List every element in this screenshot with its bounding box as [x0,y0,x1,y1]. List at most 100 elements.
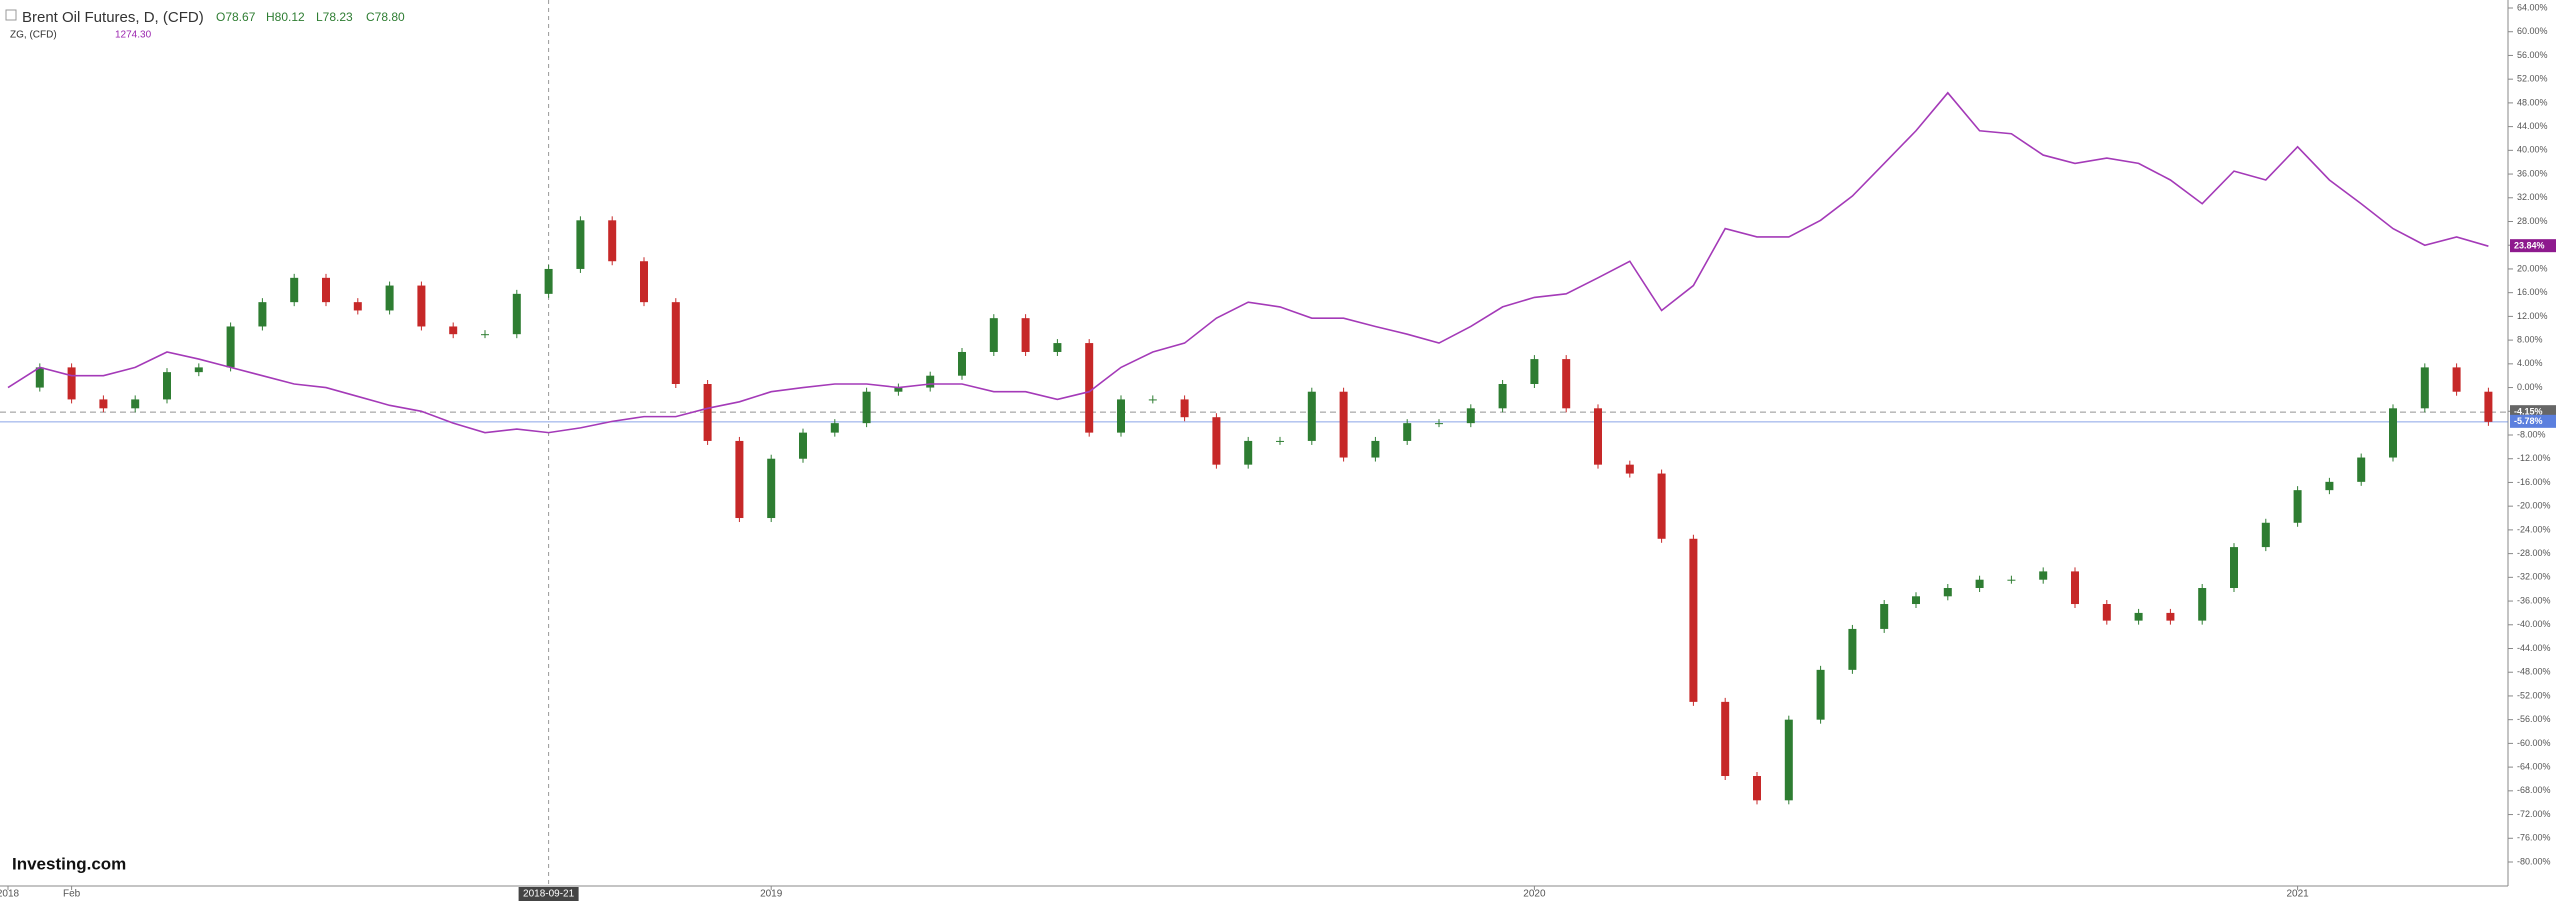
candle [1403,423,1412,441]
y-tick-label: -32.00% [2517,572,2551,582]
candle [2039,571,2048,580]
candle [163,372,171,400]
candle [67,367,76,400]
candle [1180,399,1189,418]
candle [799,432,807,459]
y-tick-label: 44.00% [2517,121,2548,131]
candle [417,285,426,327]
x-tick-label: 2018 [0,889,20,900]
candle [1307,391,1316,441]
y-tick-label: -28.00% [2517,548,2551,558]
candle [131,399,140,409]
candle [1975,579,1984,589]
candle [1021,318,1030,352]
candle [735,440,744,519]
candle [894,387,903,392]
candle [2420,367,2429,409]
candle [1594,408,1602,465]
candle [194,367,203,373]
candle [2198,588,2207,621]
candle [226,326,235,368]
y-tick-label: -72.00% [2517,809,2551,819]
candle [2007,579,2016,581]
candle [2071,571,2079,605]
candle [2357,457,2366,482]
y-tick-label: 64.00% [2517,2,2548,12]
y-tick-label: 56.00% [2517,50,2548,60]
candle [1244,440,1253,465]
y-tick-label: -44.00% [2517,643,2551,653]
y-tick-label: 32.00% [2517,192,2548,202]
candle [1880,604,1889,629]
y-tick-label: 52.00% [2517,74,2548,84]
candle [1117,399,1125,433]
candle [1657,473,1666,539]
logo: Investing.com [12,854,126,873]
candle [35,367,44,388]
price-tag: -4.15% [2514,407,2543,417]
y-tick-label: 36.00% [2517,168,2548,178]
candle [1276,440,1284,442]
candle [830,423,839,433]
candle [640,261,648,303]
y-tick-label: 4.00% [2517,358,2543,368]
candle [2484,391,2493,422]
candle [2166,612,2175,621]
y-tick-label: 48.00% [2517,97,2548,107]
y-tick-label: -24.00% [2517,524,2551,534]
candle [2452,367,2461,392]
y-tick-label: 40.00% [2517,145,2548,155]
candle [1435,423,1443,425]
candle [703,383,712,441]
candle [862,391,871,424]
candle [2389,408,2397,458]
candle [1753,776,1761,801]
y-tick-label: 28.00% [2517,216,2548,226]
candle [258,302,267,327]
candle [512,293,521,335]
crosshair-label: 2018-09-21 [523,889,575,900]
price-tag-bg [2510,239,2556,253]
y-tick-label: -12.00% [2517,453,2551,463]
x-tick-label: 2020 [1523,889,1546,900]
candle [1530,359,1539,384]
y-tick-label: 60.00% [2517,26,2548,36]
candle [1148,399,1157,401]
candle [926,375,935,388]
candle [1466,408,1475,424]
ohlc-value: H80.12 [266,10,305,24]
price-tag-bg [2510,414,2556,428]
y-tick-label: -48.00% [2517,667,2551,677]
candle [1212,417,1221,465]
y-tick-label: -40.00% [2517,619,2551,629]
candle [353,302,362,311]
candle [671,302,680,384]
candle [608,220,617,262]
candle [767,458,776,519]
y-tick-label: -56.00% [2517,714,2551,724]
y-tick-label: 12.00% [2517,311,2548,321]
candle [1339,391,1348,458]
candle [449,326,458,335]
compare-title: ZG, (CFD) [10,30,57,41]
candle [290,277,299,303]
candle [2102,604,2111,621]
y-tick-label: -52.00% [2517,690,2551,700]
collapse-icon[interactable] [5,9,17,21]
chart-title: Brent Oil Futures, D, (CFD) [22,9,204,26]
candle [1943,588,1952,597]
candle [1053,343,1062,352]
ohlc-value: C78.80 [366,10,405,24]
candle [1498,383,1507,409]
y-tick-label: -60.00% [2517,738,2551,748]
candle [1562,359,1571,409]
y-tick-label: -20.00% [2517,501,2551,511]
x-tick-label: 2021 [2286,889,2309,900]
x-tick-label: Feb [63,889,81,900]
candle [1784,719,1793,801]
ohlc-value: O78.67 [216,10,256,24]
compare-value: 1274.30 [115,30,152,41]
